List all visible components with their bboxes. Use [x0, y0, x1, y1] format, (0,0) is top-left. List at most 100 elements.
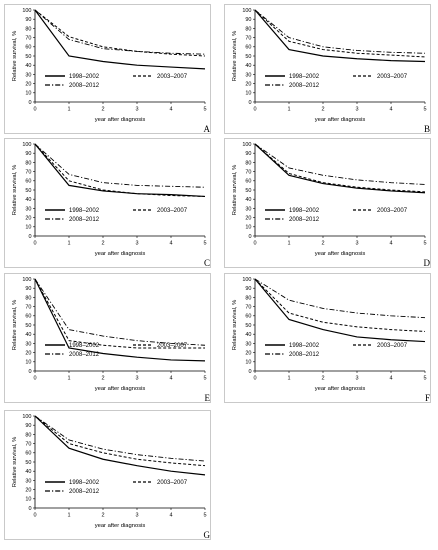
y-tick-label: 90	[25, 286, 31, 292]
chart-svg: 0 10 20 30 40 50 60 70 80 90 100 0 1 2 3 4 5 year after d…	[12, 414, 211, 540]
chart-svg: 0 10 20 30 40 50 60 70 80 90 100 0 1 2 3 4 5 year after d…	[232, 142, 431, 268]
x-axis-label: year after diagnosis	[315, 386, 366, 392]
x-tick-label: 5	[423, 107, 426, 113]
legend-label-3: 2008–2012	[69, 217, 100, 223]
x-tick-label: 0	[253, 107, 256, 113]
series-line-3	[34, 278, 206, 346]
x-tick-label: 5	[423, 376, 426, 382]
y-tick-label: 50	[25, 188, 31, 194]
y-tick-label: 90	[245, 151, 251, 157]
y-tick-label: 0	[28, 369, 31, 375]
x-tick-label: 0	[33, 513, 36, 519]
x-tick-label: 3	[135, 513, 138, 519]
y-tick-label: 0	[28, 100, 31, 106]
y-tick-label: 10	[245, 360, 251, 366]
y-axis-label: Relative survival, %	[12, 300, 18, 351]
x-tick-label: 1	[67, 107, 70, 113]
y-tick-label: 40	[245, 332, 251, 338]
y-tick-label: 30	[25, 341, 31, 347]
legend-label-1: 1998–2002	[69, 208, 100, 214]
y-axis-label: Relative survival, %	[12, 165, 18, 216]
x-tick-label: 0	[33, 107, 36, 113]
y-tick-label: 60	[245, 45, 251, 51]
x-tick-label: 1	[287, 376, 290, 382]
legend-label-3: 2008–2012	[289, 352, 320, 358]
y-tick-label: 70	[25, 305, 31, 311]
chart-panel-c: 0 10 20 30 40 50 60 70 80 90 100 0 1 2 3 4 5 year after d…	[4, 138, 211, 268]
y-tick-label: 100	[242, 8, 251, 14]
x-tick-label: 5	[203, 376, 206, 382]
y-tick-label: 20	[245, 351, 251, 357]
series-line-2	[34, 9, 206, 57]
panel-letter: C	[204, 258, 210, 268]
legend-label-1: 1998–2002	[69, 343, 100, 349]
series-line-1	[254, 143, 426, 194]
y-tick-label: 10	[245, 225, 251, 231]
y-axis-label: Relative survival, %	[232, 300, 238, 351]
y-axis-label: Relative survival, %	[232, 165, 238, 216]
x-tick-label: 1	[67, 241, 70, 247]
y-tick-label: 50	[245, 323, 251, 329]
series-line-3	[254, 143, 426, 185]
series-line-3	[34, 143, 206, 188]
x-tick-label: 5	[423, 241, 426, 247]
y-tick-label: 30	[245, 341, 251, 347]
y-tick-label: 30	[245, 206, 251, 212]
y-tick-label: 50	[25, 54, 31, 60]
y-tick-label: 60	[25, 314, 31, 320]
chart-panel-a: 0 10 20 30 40 50 60 70 80 90 100 0 1 2 3 4 5 year after d…	[4, 4, 211, 134]
series-line-3	[34, 9, 206, 55]
x-tick-label: 4	[169, 107, 172, 113]
series-line-3	[254, 278, 426, 319]
y-tick-label: 70	[245, 170, 251, 176]
y-tick-label: 20	[25, 488, 31, 494]
legend-label-3: 2008–2012	[69, 352, 100, 358]
chart-panel-f: 0 10 20 30 40 50 60 70 80 90 100 0 1 2 3 4 5 year after d…	[224, 273, 431, 403]
x-tick-label: 1	[287, 107, 290, 113]
legend-label-1: 1998–2002	[69, 480, 100, 486]
y-tick-label: 100	[242, 142, 251, 148]
y-tick-label: 70	[245, 36, 251, 42]
x-axis-label: year after diagnosis	[315, 117, 366, 123]
chart-panel-d: 0 10 20 30 40 50 60 70 80 90 100 0 1 2 3 4 5 year after d…	[224, 138, 431, 268]
y-tick-label: 10	[25, 225, 31, 231]
chart-svg: 0 10 20 30 40 50 60 70 80 90 100 0 1 2 3 4 5 year after d…	[232, 277, 430, 403]
x-axis-label: year after diagnosis	[95, 117, 146, 123]
y-tick-label: 30	[25, 72, 31, 78]
x-tick-label: 3	[355, 107, 358, 113]
y-axis-label: Relative survival, %	[232, 31, 238, 82]
panel-letter: G	[204, 530, 211, 540]
chart-svg: 0 10 20 30 40 50 60 70 80 90 100 0 1 2 3 4 5 year after d…	[12, 142, 210, 268]
y-tick-label: 0	[28, 506, 31, 512]
y-tick-label: 100	[22, 414, 31, 420]
x-tick-label: 3	[355, 241, 358, 247]
y-tick-label: 40	[25, 63, 31, 69]
y-tick-label: 80	[25, 295, 31, 301]
legend-label-1: 1998–2002	[289, 343, 320, 349]
x-tick-label: 3	[135, 241, 138, 247]
y-tick-label: 50	[245, 188, 251, 194]
x-tick-label: 2	[321, 107, 324, 113]
y-tick-label: 0	[248, 100, 251, 106]
chart-svg: 0 10 20 30 40 50 60 70 80 90 100 0 1 2 3 4 5 year after d…	[232, 8, 430, 134]
x-tick-label: 1	[287, 241, 290, 247]
x-tick-label: 4	[389, 241, 392, 247]
y-tick-label: 30	[25, 206, 31, 212]
x-tick-label: 3	[135, 107, 138, 113]
series-line-2	[34, 278, 205, 349]
legend-label-2: 2003–2007	[377, 208, 408, 214]
y-tick-label: 80	[25, 432, 31, 438]
series-line-2	[254, 278, 426, 332]
legend-label-2: 2003–2007	[157, 343, 188, 349]
y-tick-label: 20	[245, 216, 251, 222]
x-tick-label: 0	[33, 376, 36, 382]
chart-panel-b: 0 10 20 30 40 50 60 70 80 90 100 0 1 2 3 4 5 year after d…	[224, 4, 431, 134]
legend-label-3: 2008–2012	[69, 489, 100, 495]
x-tick-label: 4	[169, 241, 172, 247]
panel-letter: B	[424, 124, 430, 134]
y-tick-label: 20	[25, 82, 31, 88]
x-tick-label: 4	[389, 107, 392, 113]
series-line-1	[34, 143, 206, 198]
x-axis-label: year after diagnosis	[95, 251, 146, 257]
panel-letter: F	[425, 393, 430, 403]
